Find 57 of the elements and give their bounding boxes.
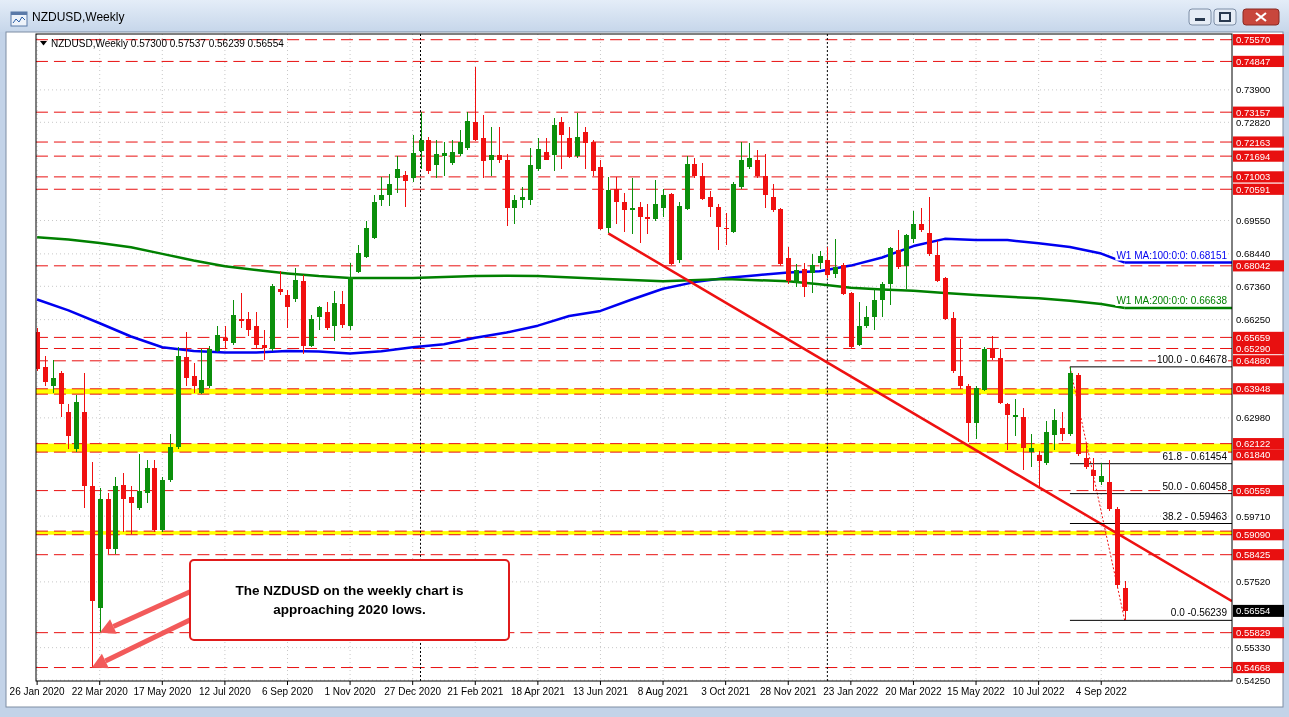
x-tick-label: 1 Nov 2020 <box>324 686 377 697</box>
y-tick-label: 0.62980 <box>1236 412 1271 424</box>
y-tick-label: 0.73900 <box>1236 84 1271 96</box>
y-tick-label: 0.54250 <box>1236 674 1271 686</box>
ref-line-label: 0.74847 <box>1236 55 1271 67</box>
chart-subtitle: NZDUSD,Weekly 0.57300 0.57537 0.56239 0.56554 <box>51 38 285 49</box>
series-label: 38.2 - 0.59463 <box>1162 510 1228 522</box>
series-label: 100.0 - 0.64678 <box>1156 353 1228 365</box>
y-tick-label: 0.68440 <box>1236 248 1271 260</box>
x-tick-label: 6 Sep 2020 <box>261 686 314 697</box>
ref-line-label: 0.68042 <box>1236 260 1271 272</box>
y-tick-label: 0.66250 <box>1236 314 1271 326</box>
x-tick-label: 3 Oct 2021 <box>701 686 751 697</box>
ref-line-label: 0.70591 <box>1236 183 1271 195</box>
x-tick-label: 26 Jan 2020 <box>9 686 66 697</box>
ref-line-label: 0.75570 <box>1236 34 1271 46</box>
ref-line-label: 0.54668 <box>1236 662 1271 674</box>
x-tick-label: 20 Mar 2022 <box>885 686 942 697</box>
x-tick-label: 4 Sep 2022 <box>1075 686 1128 697</box>
ref-line-label: 0.72163 <box>1236 136 1271 148</box>
chart-title: NZDUSD,Weekly <box>32 10 125 24</box>
x-tick-label: 15 May 2022 <box>947 686 1006 697</box>
x-tick-label: 10 Jul 2022 <box>1012 686 1065 697</box>
x-tick-label: 18 Apr 2021 <box>510 686 566 697</box>
y-tick-label: 0.67360 <box>1236 280 1271 292</box>
x-tick-label: 13 Jun 2021 <box>572 686 629 697</box>
ref-line-label: 0.55829 <box>1236 627 1271 639</box>
x-tick-label: 28 Nov 2021 <box>759 686 818 697</box>
ref-line-label: 0.62122 <box>1236 438 1271 450</box>
series-label: 61.8 - 0.61454 <box>1162 450 1228 462</box>
series-label: 50.0 - 0.60458 <box>1162 480 1228 492</box>
annotation: The NZDUSD on the weekly chart is approaching 2020 lows. <box>235 583 464 617</box>
x-tick-label: 27 Dec 2020 <box>384 686 442 697</box>
ref-line-label: 0.61840 <box>1236 449 1271 461</box>
x-tick-label: 8 Aug 2021 <box>637 686 689 697</box>
y-tick-label: 0.59710 <box>1236 510 1271 522</box>
ref-line-label: 0.64880 <box>1236 355 1271 367</box>
ref-line-label: 0.65659 <box>1236 331 1271 343</box>
ref-line-label: 0.65290 <box>1236 343 1271 355</box>
ref-line-label: 0.58425 <box>1236 549 1271 561</box>
ref-line-label: 0.60559 <box>1236 485 1271 497</box>
ref-line-label: 0.71694 <box>1236 150 1271 162</box>
y-tick-label: 0.55330 <box>1236 642 1271 654</box>
ref-line-label: 0.71003 <box>1236 171 1271 183</box>
x-tick-label: 23 Jan 2022 <box>823 686 879 697</box>
y-tick-label: 0.69550 <box>1236 215 1271 227</box>
series-label: 0.0 -0.56239 <box>1170 607 1228 619</box>
y-tick-label: 0.57520 <box>1236 576 1271 588</box>
y-tick-label: 0.56554 <box>1236 605 1271 617</box>
ref-line-label: 0.59090 <box>1236 529 1271 541</box>
x-tick-label: 12 Jul 2020 <box>199 686 252 697</box>
y-tick-label: 0.72820 <box>1236 116 1271 128</box>
x-tick-label: 21 Feb 2021 <box>447 686 504 697</box>
ref-line-label: 0.63948 <box>1236 383 1271 395</box>
ref-line-label: 0.73157 <box>1236 106 1271 118</box>
x-tick-label: 17 May 2020 <box>133 686 192 697</box>
x-tick-label: 22 Mar 2020 <box>71 686 129 697</box>
